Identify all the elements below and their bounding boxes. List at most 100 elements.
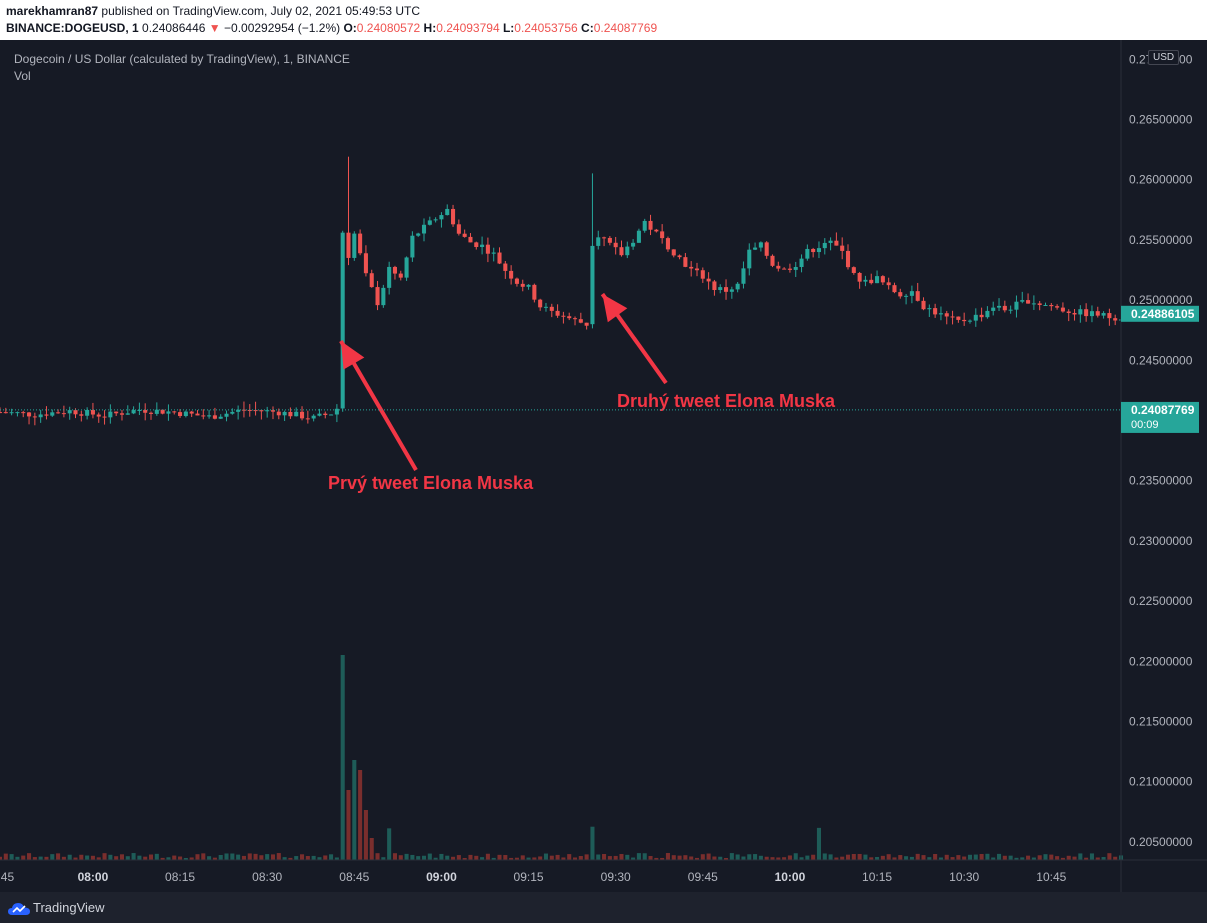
volume-bar bbox=[607, 856, 612, 860]
candle-body bbox=[671, 249, 676, 256]
volume-bar bbox=[677, 855, 682, 860]
volume-bar bbox=[1008, 855, 1013, 860]
candle-body bbox=[967, 320, 973, 322]
candle-body bbox=[201, 415, 206, 417]
volume-bar bbox=[840, 856, 845, 860]
candle-body bbox=[468, 236, 473, 243]
candle-body bbox=[938, 313, 943, 315]
volume-bar bbox=[1020, 857, 1025, 860]
volume-bar bbox=[468, 854, 473, 860]
cloud-logo-icon bbox=[8, 902, 30, 915]
candle-body bbox=[340, 232, 345, 409]
candle-body bbox=[172, 411, 177, 413]
volume-bar bbox=[85, 855, 90, 860]
candle-body bbox=[491, 252, 496, 254]
publisher-name[interactable]: marekhamran87 bbox=[6, 4, 99, 18]
candle-body bbox=[561, 315, 566, 317]
time-tick-label: 09:15 bbox=[514, 870, 544, 884]
candle-body bbox=[346, 232, 351, 258]
volume-bar bbox=[776, 857, 781, 860]
candle-body bbox=[148, 412, 154, 414]
candle-body bbox=[665, 238, 670, 250]
volume-bar bbox=[247, 853, 252, 860]
price-tick-label: 0.26500000 bbox=[1129, 112, 1193, 126]
candle-body bbox=[572, 318, 578, 320]
candle-body bbox=[375, 287, 380, 306]
candle-body bbox=[125, 413, 130, 415]
volume-bar bbox=[381, 857, 386, 860]
candle-body bbox=[787, 268, 792, 270]
candle-body bbox=[857, 272, 862, 282]
candle-body bbox=[549, 306, 554, 311]
volume-bar bbox=[520, 855, 525, 860]
candle-body bbox=[480, 244, 485, 247]
candle-body bbox=[50, 412, 55, 416]
candle-body bbox=[909, 291, 914, 296]
volume-bar bbox=[845, 854, 851, 860]
volume-bar bbox=[1014, 857, 1019, 860]
candle-body bbox=[625, 246, 630, 256]
close-value: 0.24087769 bbox=[593, 21, 658, 35]
volume-bar bbox=[602, 854, 607, 860]
candle-body bbox=[985, 310, 990, 318]
candle-body bbox=[230, 411, 235, 414]
volume-bar bbox=[50, 854, 55, 860]
candle-body bbox=[410, 235, 415, 258]
volume-bar bbox=[543, 853, 549, 860]
volume-bar bbox=[538, 856, 543, 860]
candle-body bbox=[259, 410, 264, 412]
candle-body bbox=[276, 411, 281, 416]
volume-bar bbox=[90, 855, 95, 860]
volume-bar bbox=[834, 857, 839, 860]
candle-body bbox=[207, 415, 212, 417]
volume-bar bbox=[276, 853, 281, 860]
volume-legend[interactable]: Vol bbox=[14, 69, 31, 83]
volume-bar bbox=[509, 857, 514, 860]
chart-legend-title[interactable]: Dogecoin / US Dollar (calculated by Trad… bbox=[14, 52, 350, 66]
tradingview-logo[interactable]: TradingView bbox=[8, 900, 105, 916]
volume-bar bbox=[178, 856, 183, 860]
volume-bar bbox=[270, 854, 276, 860]
publish-line: marekhamran87 published on TradingView.c… bbox=[6, 4, 420, 18]
volume-bar bbox=[119, 854, 125, 860]
candle-body bbox=[247, 409, 252, 411]
volume-bar bbox=[799, 857, 804, 860]
volume-bar bbox=[927, 857, 932, 860]
candle-body bbox=[317, 413, 322, 416]
price-tick-label: 0.20500000 bbox=[1129, 835, 1193, 849]
candle-body bbox=[1055, 306, 1060, 308]
chart-pane[interactable]: 0.270000000.265000000.260000000.25500000… bbox=[0, 40, 1207, 892]
volume-bar bbox=[445, 855, 450, 860]
candle-body bbox=[950, 316, 955, 318]
time-tick-label: 10:15 bbox=[862, 870, 892, 884]
volume-bar bbox=[718, 856, 723, 860]
volume-bar bbox=[61, 856, 66, 860]
candle-body bbox=[387, 266, 392, 288]
candle-body bbox=[392, 266, 397, 274]
price-tick-label: 0.22000000 bbox=[1129, 654, 1193, 668]
volume-bar bbox=[886, 854, 891, 860]
volume-bar bbox=[991, 857, 996, 860]
volume-bar bbox=[526, 857, 531, 860]
time-axis[interactable]: :45 08:00 08:15 08:30 08:45 09:00 09:15 09:30 09… bbox=[0, 870, 1067, 884]
chart-canvas[interactable]: 0.270000000.265000000.260000000.25500000… bbox=[0, 40, 1207, 892]
volume-bar bbox=[782, 857, 787, 860]
volume-bar bbox=[497, 854, 502, 860]
candle-body bbox=[880, 276, 885, 283]
volume-bar bbox=[724, 857, 729, 860]
volume-bar bbox=[212, 857, 217, 860]
candle-body bbox=[816, 248, 822, 253]
price-axis[interactable]: 0.270000000.265000000.260000000.25500000… bbox=[1129, 40, 1193, 849]
currency-button[interactable]: USD bbox=[1148, 50, 1180, 65]
candle-body bbox=[1095, 311, 1100, 316]
volume-bar bbox=[851, 854, 856, 860]
volume-bar bbox=[578, 856, 583, 860]
candle-body bbox=[85, 409, 90, 416]
candle-body bbox=[421, 224, 427, 234]
open-value: 0.24080572 bbox=[356, 21, 421, 35]
candle-body bbox=[352, 233, 357, 258]
volume-bar bbox=[439, 853, 444, 860]
candle-body bbox=[1037, 303, 1042, 306]
volume-bar bbox=[683, 855, 688, 860]
volume-bar bbox=[619, 854, 624, 860]
